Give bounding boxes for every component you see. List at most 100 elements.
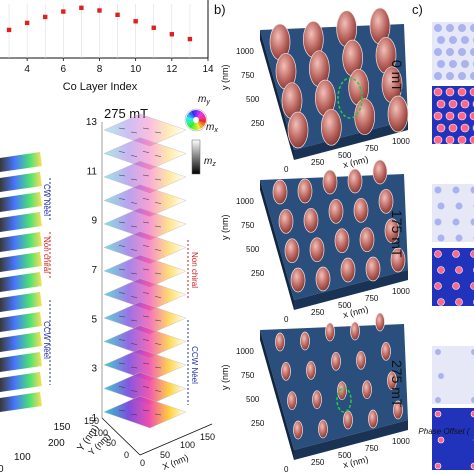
skyrmion-spot <box>470 48 474 56</box>
spin-arrow <box>118 409 126 412</box>
y-tick-label: 750 <box>241 71 255 80</box>
domain <box>372 159 388 185</box>
left-layer <box>0 212 42 232</box>
wheel-sector <box>194 120 198 131</box>
box-front <box>294 420 408 460</box>
spin-arrow <box>130 202 138 204</box>
spin-arrow <box>142 198 150 200</box>
y-tick-label: 250 <box>251 269 265 278</box>
skyrmion-spot <box>437 298 445 306</box>
skyrmion-spot <box>437 266 445 274</box>
x-tick-label: 750 <box>365 144 379 153</box>
mx-label: mx <box>206 122 218 134</box>
spin-arrow <box>118 174 126 177</box>
skyrmion-spot <box>452 282 460 290</box>
spin-arrow <box>142 386 150 388</box>
box-front <box>294 120 408 160</box>
spin-arrow <box>142 221 150 224</box>
skyrmion-spot <box>457 87 467 97</box>
skyrmion-spot <box>452 250 460 258</box>
domain <box>293 420 303 440</box>
spin-arrow <box>154 366 162 369</box>
spin-arrow <box>154 343 162 345</box>
spin-arrow <box>118 339 126 341</box>
domain <box>284 238 300 264</box>
my-label: my <box>198 94 210 106</box>
skyrmion-spot <box>470 462 474 470</box>
y-tick-label: 750 <box>241 221 255 230</box>
x-tick-label: 0 <box>284 165 289 174</box>
domain <box>347 168 363 194</box>
domain <box>354 98 376 136</box>
left-layer <box>0 172 42 192</box>
spin-arrow <box>130 272 138 275</box>
x-tick-label: 500 <box>338 301 352 310</box>
spin-arrow <box>142 362 150 365</box>
x-axis-label: Co Layer Index <box>63 81 138 93</box>
spin-arrow <box>118 362 126 365</box>
x-tick-label: 6 <box>61 64 67 75</box>
spin-arrow <box>118 245 126 247</box>
skyrmion-spot <box>458 72 466 80</box>
panel-c-caption: Phase Offset ( <box>418 427 470 436</box>
highlight-ring <box>337 77 363 119</box>
skyrmion-spot <box>455 202 463 210</box>
skyrmion-spot <box>471 349 474 355</box>
x-tick-label: 500 <box>338 451 352 460</box>
domain <box>303 207 319 233</box>
stack-layer-ticks: 13 11 9 7 5 3 1 <box>86 117 98 424</box>
spin-arrow <box>154 390 162 392</box>
color-wheel <box>186 110 206 131</box>
left-layer <box>0 192 42 212</box>
stack-tick-label: 9 <box>91 216 97 227</box>
skyrmion-spot <box>434 250 442 258</box>
domain <box>322 169 338 195</box>
skyrmion-spot <box>437 436 445 444</box>
x-tick-label: 1000 <box>392 287 410 296</box>
spin-arrow <box>142 315 150 318</box>
y-tick-label: 1000 <box>236 347 254 356</box>
y-tick-label: 250 <box>251 119 265 128</box>
panel-c-images <box>432 22 474 470</box>
spin-arrow <box>142 268 150 271</box>
spin-arrow <box>130 225 138 228</box>
annotation-ccw-neel-left: CCW Néel <box>42 321 51 359</box>
spin-arrow <box>118 268 126 271</box>
skyrmion-spot <box>434 48 442 56</box>
spin-arrow <box>142 339 150 341</box>
x-tick-label: 750 <box>365 294 379 303</box>
panel-c-image <box>432 346 474 404</box>
y-axis-label: y (nm) <box>220 65 230 91</box>
domain <box>331 351 341 371</box>
skyrmion-spot <box>433 87 443 97</box>
left-layer <box>0 292 42 312</box>
x-tick-150: 150 <box>200 432 215 442</box>
spin-arrow <box>142 151 150 153</box>
spin-arrow <box>130 296 138 298</box>
data-point <box>151 25 156 30</box>
spin-arrow <box>130 131 138 134</box>
spin-arrow <box>130 366 138 369</box>
domain <box>387 95 409 133</box>
spin-arrow <box>142 292 150 294</box>
layer-index-plot: 4 6 8 10 12 14 Co Layer Index <box>0 0 214 93</box>
spin-arrow <box>142 174 150 177</box>
x-tick-label: 4 <box>24 64 30 75</box>
skyrmion-spot <box>437 234 445 242</box>
domain <box>362 380 372 400</box>
domain <box>340 257 356 283</box>
skyrmion-spot <box>446 72 454 80</box>
y-tick-150: 150 <box>84 416 99 426</box>
box-side <box>260 180 294 310</box>
domain <box>297 178 313 204</box>
skyrmion-spot <box>446 24 454 32</box>
middle-layer-stack <box>103 113 187 429</box>
x-tick-50: 50 <box>160 450 170 460</box>
domain <box>278 208 294 234</box>
y-tick-50: 50 <box>106 438 116 448</box>
wheel-sector <box>194 110 198 120</box>
x-tick-label: 1000 <box>392 137 410 146</box>
skyrmion-spot <box>461 60 469 68</box>
stack-tick-label: 7 <box>91 265 97 276</box>
